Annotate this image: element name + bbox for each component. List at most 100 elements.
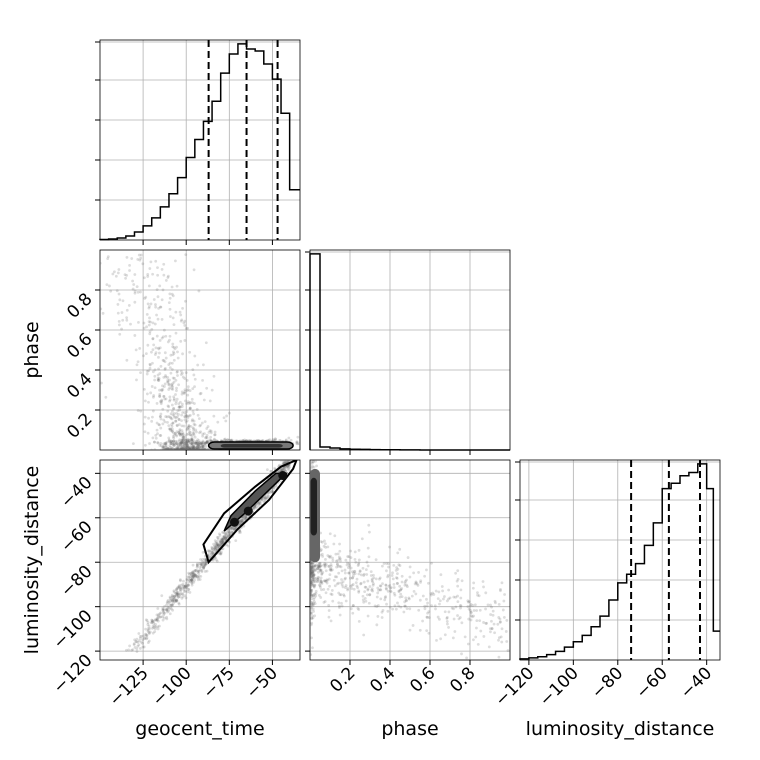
sample-point: [329, 563, 333, 566]
sample-point: [188, 445, 192, 449]
sample-point: [172, 596, 176, 600]
sample-point: [310, 560, 312, 564]
sample-point: [367, 555, 371, 559]
sample-point: [476, 642, 480, 646]
sample-point: [131, 279, 134, 283]
sample-point: [150, 350, 153, 354]
sample-point: [194, 441, 198, 445]
sample-point: [143, 430, 147, 434]
sample-point: [499, 589, 502, 593]
sample-point: [146, 623, 150, 626]
sample-point: [311, 570, 315, 574]
sample-point: [311, 576, 315, 580]
sample-point: [220, 537, 223, 541]
sample-point: [310, 568, 314, 572]
sample-point: [357, 562, 361, 566]
sample-point: [310, 567, 314, 571]
sample-point: [132, 642, 136, 646]
sample-point: [427, 610, 431, 614]
sample-point: [178, 443, 182, 447]
sample-point: [131, 648, 135, 652]
sample-point: [121, 299, 125, 303]
sample-point: [170, 595, 174, 599]
sample-point: [181, 444, 185, 447]
sample-point: [228, 533, 232, 537]
sample-point: [155, 428, 159, 432]
sample-point: [144, 633, 148, 637]
sample-point: [188, 448, 192, 450]
sample-point: [243, 438, 247, 442]
sample-point: [192, 446, 195, 450]
sample-point: [377, 588, 381, 592]
sample-point: [195, 448, 199, 450]
sample-point: [419, 580, 422, 584]
sample-point: [351, 604, 355, 607]
sample-point: [214, 556, 217, 560]
sample-point: [166, 605, 170, 609]
p21-frame: [309, 459, 511, 661]
sample-point: [335, 575, 339, 579]
sample-point: [203, 564, 207, 568]
sample-point: [173, 415, 177, 419]
sample-point: [205, 433, 209, 437]
sample-point: [182, 448, 186, 450]
sample-point: [152, 626, 156, 630]
sample-point: [284, 438, 288, 442]
sample-point: [488, 627, 492, 631]
sample-point: [164, 607, 168, 611]
sample-point: [238, 529, 242, 533]
sample-point: [194, 448, 198, 450]
sample-point: [266, 496, 269, 500]
sample-point: [396, 567, 400, 571]
sample-point: [427, 581, 430, 585]
sample-point: [133, 289, 137, 293]
sample-point: [145, 636, 149, 640]
sample-point: [489, 613, 493, 616]
sample-point: [166, 380, 170, 384]
sample-point: [185, 440, 189, 444]
sample-point: [224, 531, 228, 535]
sample-point: [133, 638, 137, 642]
sample-point: [156, 317, 160, 321]
sample-point: [196, 438, 200, 442]
sample-point: [181, 445, 185, 449]
sample-point: [180, 439, 184, 443]
sample-point: [418, 628, 422, 632]
sample-point: [312, 575, 315, 578]
sample-point: [351, 604, 355, 608]
sample-point: [315, 460, 317, 461]
sample-point: [147, 416, 150, 420]
sample-point: [456, 594, 459, 598]
sample-point: [253, 505, 257, 509]
sample-point: [310, 580, 313, 584]
sample-point: [341, 585, 345, 589]
sample-point: [216, 420, 220, 424]
sample-point: [172, 395, 176, 399]
sample-point: [192, 427, 195, 431]
sample-point: [414, 581, 418, 585]
sample-point: [156, 619, 160, 623]
sample-point: [310, 616, 314, 620]
sample-point: [200, 445, 204, 449]
y-tick-label-luminosity_distance: −120: [49, 651, 96, 698]
sample-point: [310, 570, 312, 574]
sample-point: [184, 327, 188, 330]
sample-point: [137, 643, 141, 647]
sample-point: [363, 596, 367, 600]
sample-point: [274, 439, 277, 442]
sample-point: [155, 616, 159, 620]
sample-point: [142, 321, 146, 325]
sample-point: [178, 432, 182, 436]
sample-point: [206, 440, 209, 444]
sample-point: [174, 448, 178, 450]
sample-point: [198, 424, 202, 428]
sample-point: [345, 563, 349, 567]
sample-point: [364, 568, 368, 572]
sample-point: [138, 347, 142, 350]
sample-point: [143, 415, 147, 419]
sample-point: [287, 455, 290, 458]
sample-point: [186, 443, 190, 447]
sample-point: [154, 436, 158, 440]
sample-point: [157, 351, 161, 355]
sample-point: [116, 311, 120, 315]
